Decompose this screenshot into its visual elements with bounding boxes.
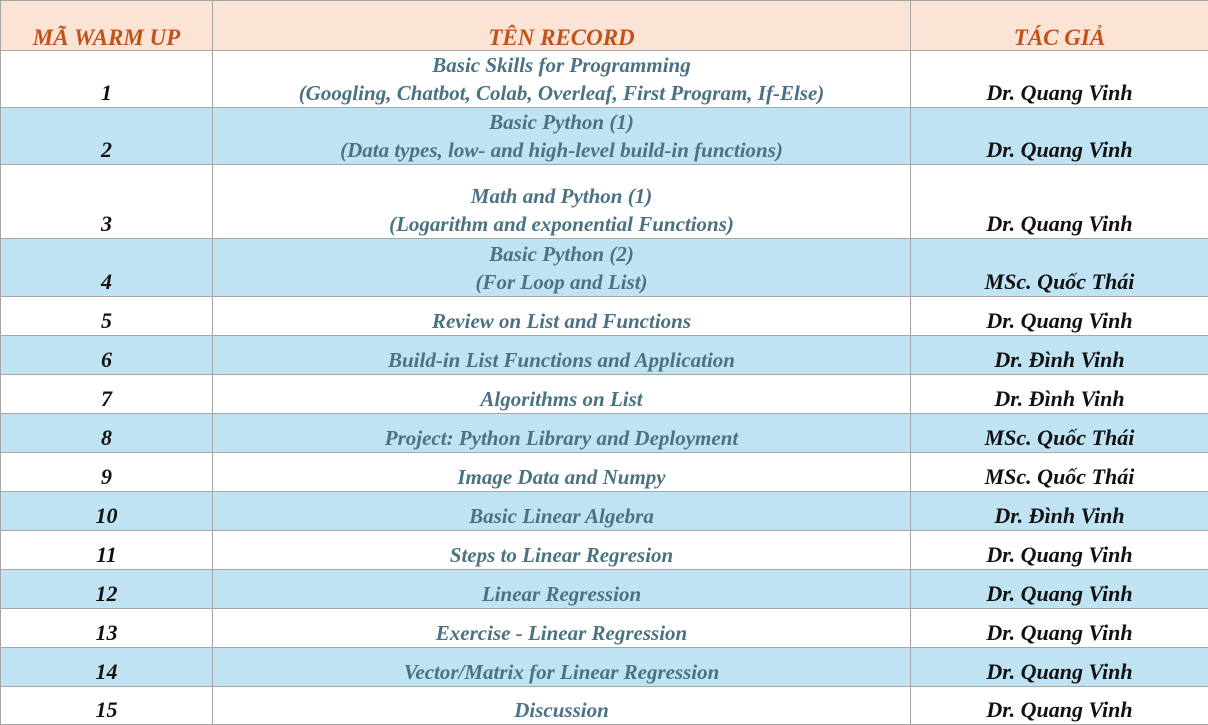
row-author: Dr. Đình Vinh (911, 492, 1208, 531)
row-title: Basic Linear Algebra (213, 492, 911, 531)
table-row: 1 Basic Skills for Programming (Googling… (1, 51, 1208, 108)
row-title: Linear Regression (213, 570, 911, 609)
table-row: 11 Steps to Linear Regresion Dr. Quang V… (1, 531, 1208, 570)
row-title-line2: (Googling, Chatbot, Colab, Overleaf, Fir… (217, 79, 906, 107)
row-title: Basic Skills for Programming (Googling, … (213, 51, 911, 108)
row-title-line2: (For Loop and List) (217, 268, 906, 296)
header-code: MÃ WARM UP (1, 1, 213, 51)
row-title: Exercise - Linear Regression (213, 609, 911, 648)
table-row: 10 Basic Linear Algebra Dr. Đình Vinh (1, 492, 1208, 531)
row-number: 1 (1, 51, 213, 108)
table-row: 14 Vector/Matrix for Linear Regression D… (1, 648, 1208, 687)
row-number: 14 (1, 648, 213, 687)
row-title: Math and Python (1) (Logarithm and expon… (213, 165, 911, 239)
row-author: Dr. Đình Vinh (911, 336, 1208, 375)
row-title: Steps to Linear Regresion (213, 531, 911, 570)
row-number: 8 (1, 414, 213, 453)
row-number: 13 (1, 609, 213, 648)
row-author: Dr. Quang Vinh (911, 531, 1208, 570)
row-title: Basic Python (1) (Data types, low- and h… (213, 108, 911, 165)
row-title: Vector/Matrix for Linear Regression (213, 648, 911, 687)
row-number: 11 (1, 531, 213, 570)
row-title: Algorithms on List (213, 375, 911, 414)
row-title-line2: (Data types, low- and high-level build-i… (217, 136, 906, 164)
row-number: 6 (1, 336, 213, 375)
row-number: 15 (1, 687, 213, 725)
row-number: 12 (1, 570, 213, 609)
row-author: Dr. Quang Vinh (911, 648, 1208, 687)
row-title: Discussion (213, 687, 911, 725)
header-title: TÊN RECORD (213, 1, 911, 51)
row-title: Build-in List Functions and Application (213, 336, 911, 375)
row-number: 5 (1, 297, 213, 336)
row-title: Image Data and Numpy (213, 453, 911, 492)
row-title: Project: Python Library and Deployment (213, 414, 911, 453)
table-row: 8 Project: Python Library and Deployment… (1, 414, 1208, 453)
row-number: 7 (1, 375, 213, 414)
row-title-line1: Basic Skills for Programming (217, 51, 906, 79)
table-row: 15 Discussion Dr. Quang Vinh (1, 687, 1208, 725)
row-title-line1: Basic Python (1) (217, 108, 906, 136)
table-header-row: MÃ WARM UP TÊN RECORD TÁC GIẢ (1, 1, 1208, 51)
row-author: Dr. Quang Vinh (911, 165, 1208, 239)
row-author: Dr. Quang Vinh (911, 687, 1208, 725)
row-author: Dr. Đình Vinh (911, 375, 1208, 414)
row-title-line1: Math and Python (1) (217, 182, 906, 210)
row-author: MSc. Quốc Thái (911, 239, 1208, 297)
row-author: Dr. Quang Vinh (911, 609, 1208, 648)
table-row: 4 Basic Python (2) (For Loop and List) M… (1, 239, 1208, 297)
row-author: Dr. Quang Vinh (911, 297, 1208, 336)
row-number: 2 (1, 108, 213, 165)
row-author: Dr. Quang Vinh (911, 570, 1208, 609)
row-number: 3 (1, 165, 213, 239)
table-row: 12 Linear Regression Dr. Quang Vinh (1, 570, 1208, 609)
row-number: 4 (1, 239, 213, 297)
table-row: 5 Review on List and Functions Dr. Quang… (1, 297, 1208, 336)
table-row: 3 Math and Python (1) (Logarithm and exp… (1, 165, 1208, 239)
row-number: 9 (1, 453, 213, 492)
row-number: 10 (1, 492, 213, 531)
row-author: MSc. Quốc Thái (911, 453, 1208, 492)
table-row: 7 Algorithms on List Dr. Đình Vinh (1, 375, 1208, 414)
row-title-line2: (Logarithm and exponential Functions) (217, 210, 906, 238)
row-author: MSc. Quốc Thái (911, 414, 1208, 453)
table-row: 6 Build-in List Functions and Applicatio… (1, 336, 1208, 375)
table-row: 13 Exercise - Linear Regression Dr. Quan… (1, 609, 1208, 648)
table-row: 2 Basic Python (1) (Data types, low- and… (1, 108, 1208, 165)
row-title-line1: Basic Python (2) (217, 240, 906, 268)
row-author: Dr. Quang Vinh (911, 51, 1208, 108)
row-author: Dr. Quang Vinh (911, 108, 1208, 165)
header-author: TÁC GIẢ (911, 1, 1208, 51)
row-title: Basic Python (2) (For Loop and List) (213, 239, 911, 297)
row-title: Review on List and Functions (213, 297, 911, 336)
table-row: 9 Image Data and Numpy MSc. Quốc Thái (1, 453, 1208, 492)
